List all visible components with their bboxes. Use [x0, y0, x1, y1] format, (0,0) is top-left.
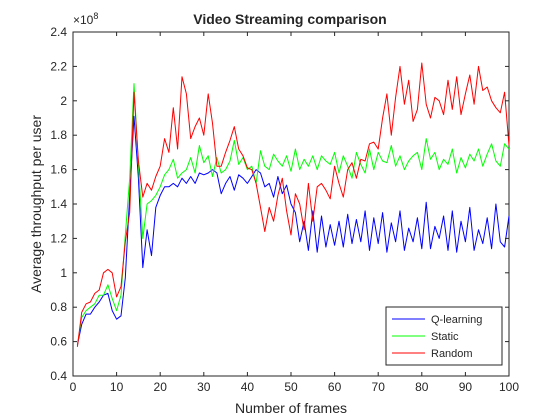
legend-label-q-learning: Q-learning	[431, 314, 482, 326]
x-tick-label: 100	[499, 380, 519, 394]
legend: Q-learning Static Random	[386, 307, 502, 365]
y-tick-label: 0.8	[50, 300, 67, 314]
x-tick-label: 40	[241, 380, 255, 394]
legend-label-random: Random	[431, 348, 473, 360]
x-tick-label: 10	[110, 380, 124, 394]
y-tick-label: 1.2	[50, 231, 67, 245]
y-tick-label: 2.4	[50, 25, 67, 39]
y-tick-label: 1	[60, 266, 67, 280]
x-tick-label: 90	[459, 380, 473, 394]
legend-label-static: Static	[431, 331, 459, 343]
x-tick-label: 0	[70, 380, 77, 394]
y-axis-label: Average throughput per user	[28, 115, 44, 293]
x-tick-label: 60	[328, 380, 342, 394]
y-tick-label: 1.8	[50, 128, 67, 142]
y-tick-label: 0.6	[50, 335, 67, 349]
x-axis-label: Number of frames	[235, 400, 347, 416]
x-tick-label: 50	[284, 380, 298, 394]
chart-title: Video Streaming comparison	[193, 11, 386, 27]
x-tick-label: 70	[372, 380, 386, 394]
x-tick-label: 20	[154, 380, 168, 394]
y-tick-label: 1.4	[50, 197, 67, 211]
y-tick-label: 2.2	[50, 59, 67, 73]
y-tick-label: 1.6	[50, 163, 67, 177]
y-tick-label: 2	[60, 94, 67, 108]
y-tick-label: 0.4	[50, 369, 67, 383]
x-tick-label: 30	[197, 380, 211, 394]
x-tick-label: 80	[415, 380, 429, 394]
